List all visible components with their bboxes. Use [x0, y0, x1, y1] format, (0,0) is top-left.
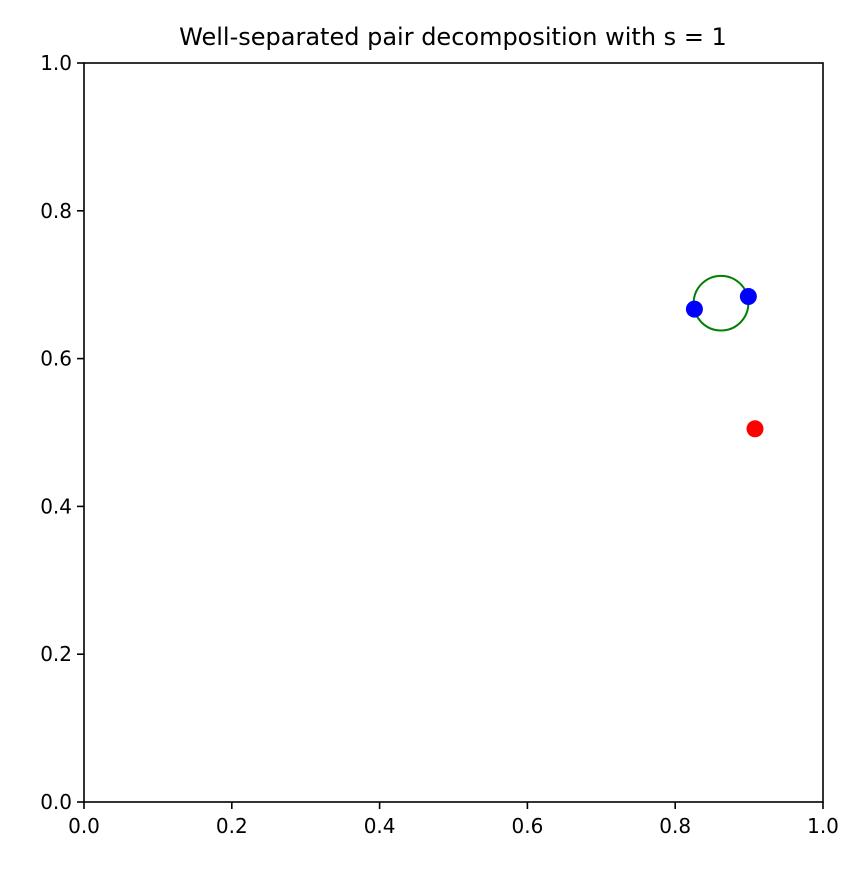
plot-frame — [83, 62, 824, 803]
x-tick-label: 0.0 — [68, 814, 100, 838]
y-tick-label: 0.8 — [40, 199, 72, 223]
scatter-point — [746, 420, 764, 438]
scatter-point — [739, 288, 757, 306]
x-tick-label: 0.4 — [364, 814, 396, 838]
data-marks — [685, 274, 764, 438]
x-tick-label: 0.6 — [511, 814, 543, 838]
y-tick-label: 0.6 — [40, 347, 72, 371]
x-tick-label: 0.8 — [659, 814, 691, 838]
y-axis: 0.0 0.2 0.4 0.6 0.8 1.0 — [40, 51, 84, 814]
cluster-circle — [692, 274, 750, 332]
y-tick-label: 0.2 — [40, 642, 72, 666]
chart-title: Well-separated pair decomposition with s… — [179, 23, 727, 51]
y-tick-label: 1.0 — [40, 51, 72, 75]
x-tick-label: 1.0 — [807, 814, 839, 838]
y-tick-label: 0.0 — [40, 790, 72, 814]
x-axis: 0.0 0.2 0.4 0.6 0.8 1.0 — [68, 802, 839, 838]
scatter-point — [685, 300, 703, 318]
y-tick-label: 0.4 — [40, 494, 72, 518]
x-tick-label: 0.2 — [216, 814, 248, 838]
